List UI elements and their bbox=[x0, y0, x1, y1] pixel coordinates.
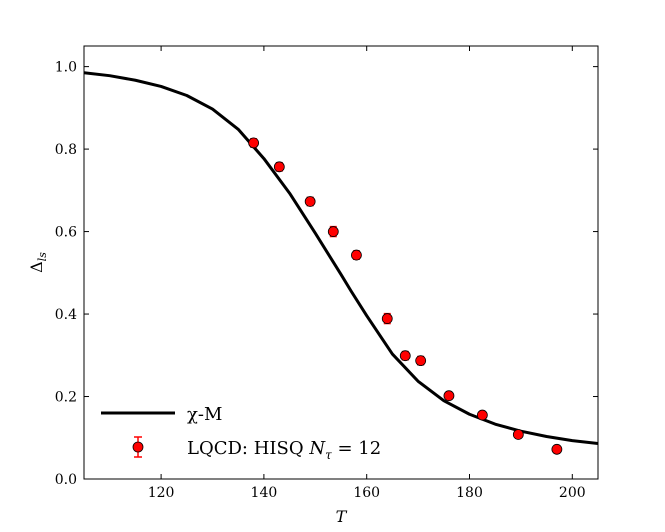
y-tick-label: 0.6 bbox=[55, 225, 77, 241]
data-point bbox=[304, 196, 316, 207]
y-tick-label: 0.0 bbox=[55, 472, 77, 488]
legend-label-points: LQCD: HISQ Nτ = 12 bbox=[187, 438, 381, 462]
y-tick-label: 0.4 bbox=[55, 307, 77, 323]
point-marker bbox=[327, 226, 339, 237]
curve-layer bbox=[84, 71, 598, 446]
data-point bbox=[327, 225, 339, 238]
point-marker bbox=[476, 409, 488, 421]
point-marker bbox=[381, 313, 393, 324]
data-point bbox=[512, 429, 524, 440]
data-point bbox=[476, 409, 488, 421]
y-tick-label: 0.2 bbox=[55, 390, 77, 406]
data-point bbox=[273, 161, 285, 173]
point-marker bbox=[443, 390, 455, 402]
legend-label-points-suffix: = 12 bbox=[332, 438, 381, 459]
data-point bbox=[248, 137, 260, 149]
data-point bbox=[351, 249, 362, 261]
legend: χ-M LQCD: HISQ Nτ = 12 bbox=[101, 404, 381, 462]
x-tick-label: 160 bbox=[353, 485, 380, 501]
x-tick-label: 140 bbox=[251, 485, 278, 501]
point-marker bbox=[551, 443, 563, 455]
x-axis-label: T bbox=[336, 507, 348, 526]
data-point bbox=[399, 350, 411, 362]
legend-label-points-text: LQCD: HISQ bbox=[187, 438, 304, 459]
x-tick-label: 200 bbox=[559, 485, 586, 501]
y-tick-label: 1.0 bbox=[55, 60, 77, 76]
legend-label-points-sub: τ bbox=[325, 448, 332, 462]
x-tick-label: 180 bbox=[456, 485, 483, 501]
series-curve-line bbox=[84, 71, 598, 446]
point-marker bbox=[415, 355, 427, 367]
point-marker bbox=[512, 429, 524, 440]
legend-marker-swatch bbox=[132, 436, 144, 458]
point-marker bbox=[304, 196, 316, 207]
data-point bbox=[415, 355, 427, 367]
y-tick-label: 0.8 bbox=[55, 142, 77, 158]
legend-label-points-math: N bbox=[308, 438, 326, 459]
point-marker bbox=[399, 350, 411, 362]
legend-label-curve: χ-M bbox=[187, 404, 222, 425]
points-layer bbox=[248, 137, 563, 455]
legend-marker bbox=[132, 441, 144, 453]
y-axis-label-main: Δ bbox=[27, 261, 46, 273]
data-point bbox=[381, 312, 393, 325]
plot-frame bbox=[83, 45, 599, 480]
data-point bbox=[443, 390, 455, 402]
data-point bbox=[551, 443, 563, 455]
point-marker bbox=[248, 137, 260, 149]
ticks-layer: 120 140 160 180 200 0.0 0.2 0.4 0.6 0.8 1.0 bbox=[55, 46, 598, 501]
y-axis-label: Δls bbox=[27, 252, 49, 273]
point-marker bbox=[273, 161, 285, 173]
y-axis-label-sub: ls bbox=[36, 252, 49, 262]
point-marker bbox=[351, 249, 362, 261]
x-tick-label: 120 bbox=[148, 485, 175, 501]
